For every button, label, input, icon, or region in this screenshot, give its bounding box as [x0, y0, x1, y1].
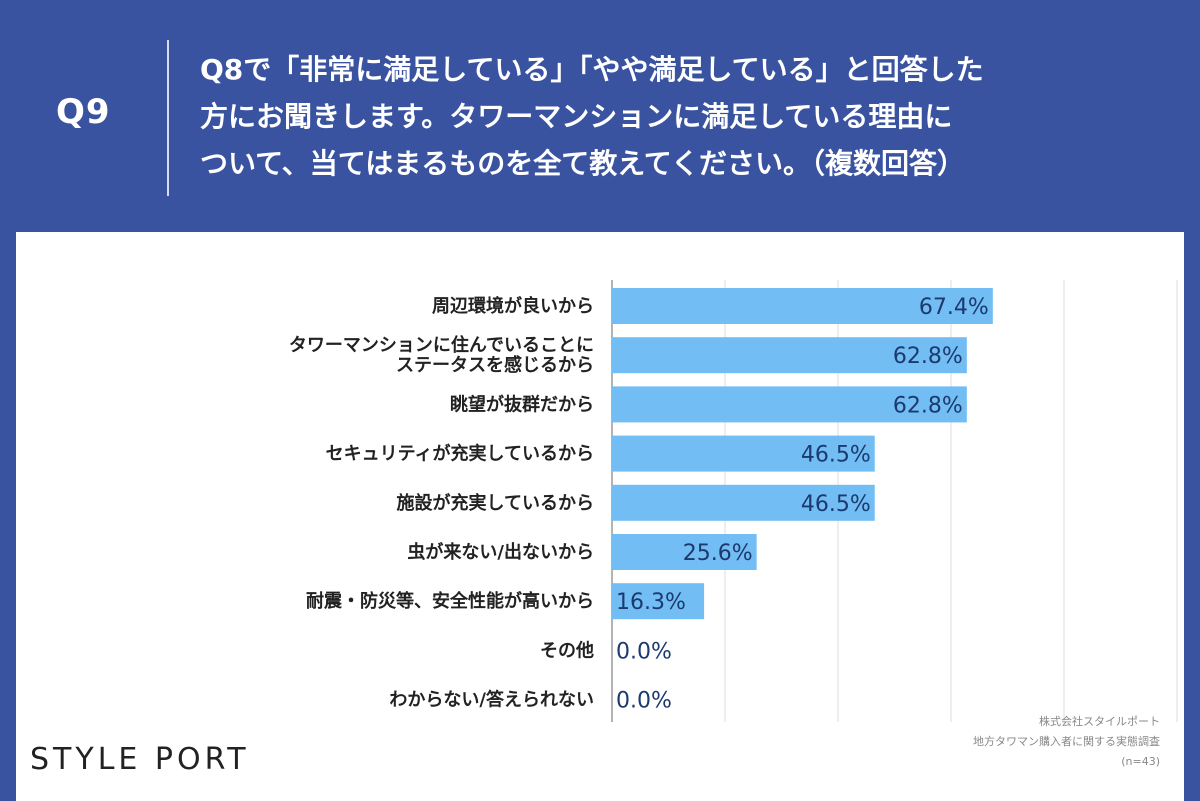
value-label: 62.8% — [893, 344, 963, 369]
question-line: Q8で「非常に満足している」「やや満足している」と回答した — [200, 53, 984, 86]
bar — [612, 386, 967, 423]
bar-chart: 周辺環境が良いから 67.4% タワーマンションに住んでいることにステータスを感じる… — [289, 280, 1178, 722]
question-text: Q8で「非常に満足している」「やや満足している」と回答した 方にお聞きします。タ… — [200, 46, 1180, 187]
category-label: タワーマンションに住んでいることにステータスを感じるから — [289, 334, 594, 376]
source-survey: 地方タワマン購入者に関する実態調査 — [973, 735, 1160, 748]
source-note: 株式会社スタイルポート 地方タワマン購入者に関する実態調査 (n=43) — [973, 712, 1160, 772]
value-label: 0.0% — [616, 639, 672, 664]
value-label: 46.5% — [801, 443, 871, 468]
bar — [612, 435, 875, 472]
question-line: ついて、当てはまるものを全て教えてください。（複数回答） — [200, 147, 965, 180]
category-label: 耐震・防災等、安全性能が高いから — [306, 590, 594, 612]
category-label: 周辺環境が良いから — [432, 295, 594, 317]
value-label: 67.4% — [919, 295, 989, 320]
chart-panel: 周辺環境が良いから 67.4% タワーマンションに住んでいることにステータスを感じる… — [16, 232, 1184, 801]
bar — [612, 534, 757, 570]
bar — [612, 288, 993, 324]
value-label: 25.6% — [683, 541, 753, 566]
category-label: 眺望が抜群だから — [450, 393, 594, 415]
category-label: その他 — [540, 639, 594, 661]
bar — [612, 484, 875, 521]
source-company: 株式会社スタイルポート — [1039, 715, 1160, 728]
category-label: セキュリティが充実しているから — [326, 443, 594, 465]
category-label: 施設が充実しているから — [397, 492, 594, 514]
question-line: 方にお聞きします。タワーマンションに満足している理由に — [200, 100, 953, 133]
bar — [612, 583, 705, 620]
value-label: 0.0% — [616, 689, 672, 714]
question-number: Q9 — [56, 92, 111, 132]
category-label: 虫が来ない/出ないから — [407, 541, 594, 563]
value-label: 46.5% — [801, 492, 871, 517]
source-sample: (n=43) — [1121, 755, 1160, 768]
bar — [612, 337, 967, 374]
value-label: 16.3% — [616, 590, 686, 615]
value-label: 62.8% — [893, 393, 963, 418]
category-label: わからない/答えられない — [389, 689, 594, 711]
header-divider — [167, 40, 169, 196]
brand-logo: STYLE PORT — [30, 742, 250, 777]
